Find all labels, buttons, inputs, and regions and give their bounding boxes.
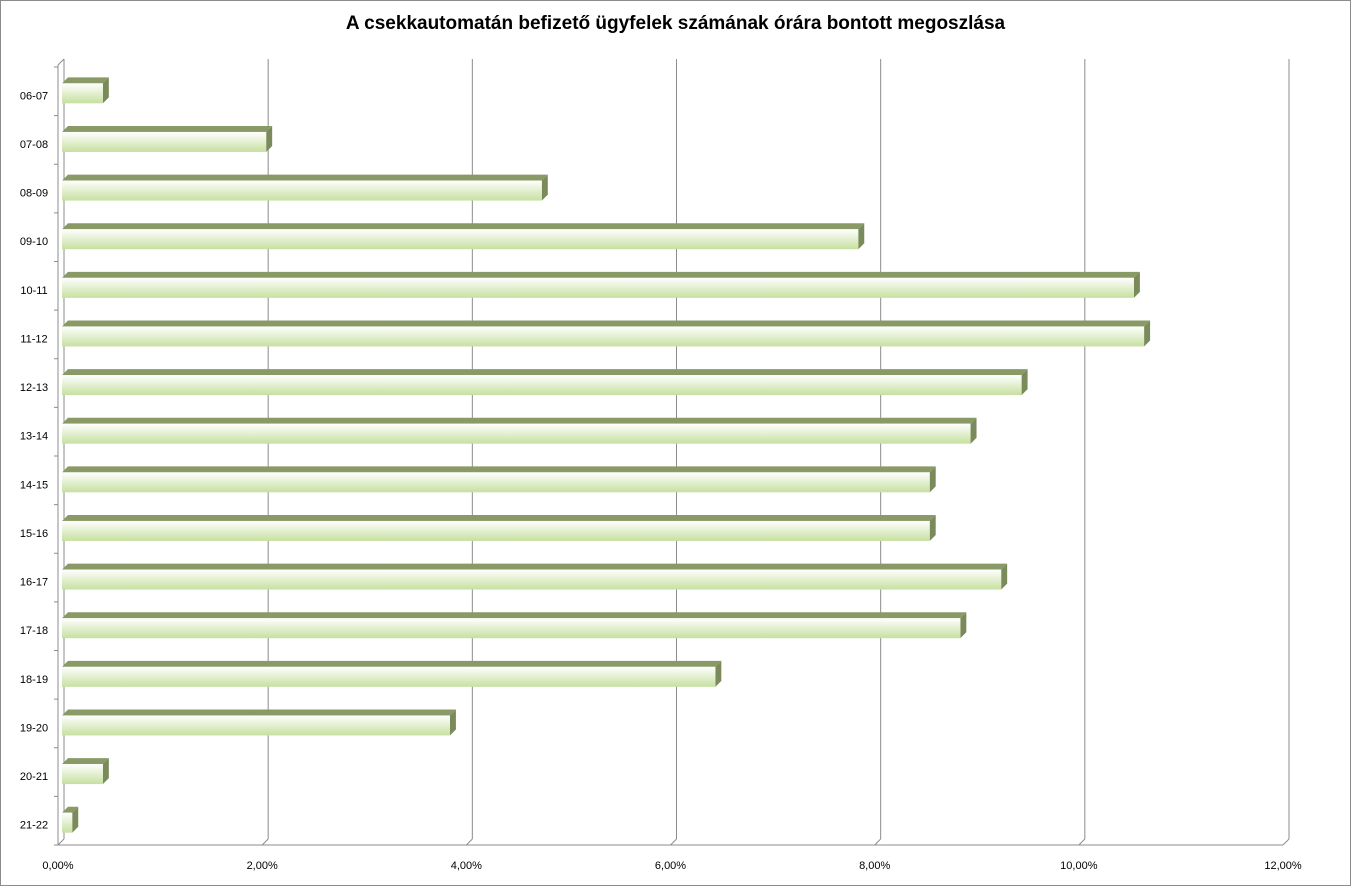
bar xyxy=(62,125,273,152)
bar-side-face xyxy=(960,612,967,639)
bar-side-face xyxy=(541,174,548,201)
bar-side-face xyxy=(1001,563,1008,590)
y-tick-label: 09-10 xyxy=(20,236,48,248)
gridline-floor xyxy=(1078,838,1086,846)
y-tick-label: 14-15 xyxy=(20,479,48,491)
bar-top-face xyxy=(62,320,1151,327)
bar-front-face xyxy=(62,131,267,152)
bar-top-face xyxy=(62,417,977,424)
bar xyxy=(62,758,109,785)
bar-top-face xyxy=(62,77,109,84)
bar xyxy=(62,320,1151,347)
bar-front-face xyxy=(62,569,1002,590)
bar-top-face xyxy=(62,709,456,716)
bar-side-face xyxy=(970,417,977,444)
y-tick-label: 16-17 xyxy=(20,577,48,589)
y-tick-label: 10-11 xyxy=(20,285,47,297)
bar-side-face xyxy=(1021,369,1028,396)
bar xyxy=(62,77,109,104)
bar xyxy=(62,612,967,639)
chart-title: A csekkautomatán befizető ügyfelek számá… xyxy=(345,13,1006,34)
bar-side-face xyxy=(858,223,865,250)
y-tick-label: 19-20 xyxy=(20,722,48,734)
x-tick-label: 0,00% xyxy=(42,860,73,872)
bar-top-face xyxy=(62,660,722,667)
gridline-floor xyxy=(670,838,677,846)
y-tick-label: 17-18 xyxy=(20,625,48,637)
x-tick-label: 4,00% xyxy=(451,860,482,872)
bar xyxy=(62,369,1028,396)
x-tick-label: 2,00% xyxy=(247,860,278,872)
gridline-floor xyxy=(1282,838,1290,846)
gridline-floor xyxy=(261,838,269,846)
bar-side-face xyxy=(72,806,79,833)
gridline-floor xyxy=(57,838,65,846)
bar-front-face xyxy=(62,764,103,785)
bar xyxy=(62,271,1140,298)
bar-side-face xyxy=(715,660,722,687)
bar-front-face xyxy=(62,472,930,493)
bar-side-face xyxy=(102,758,109,785)
bar-top-face xyxy=(62,612,967,619)
y-tick-label: 20-21 xyxy=(20,771,48,783)
bar-front-face xyxy=(62,618,961,639)
bar xyxy=(62,514,936,541)
bar xyxy=(62,563,1008,590)
bar-front-face xyxy=(62,375,1022,396)
y-tick-label: 13-14 xyxy=(20,431,48,443)
bar-front-face xyxy=(62,83,103,104)
bar-top-face xyxy=(62,758,109,765)
bar xyxy=(62,417,977,444)
bar-top-face xyxy=(62,806,79,813)
bar xyxy=(62,223,865,250)
bar xyxy=(62,466,936,493)
bar-front-face xyxy=(62,715,450,736)
y-tick-label: 06-07 xyxy=(20,90,48,102)
bar-front-face xyxy=(62,666,716,687)
bar-side-face xyxy=(929,514,936,541)
bar-top-face xyxy=(62,271,1140,278)
gridline-floor xyxy=(874,838,882,846)
bar-front-face xyxy=(62,423,971,444)
bar-side-face xyxy=(449,709,456,736)
bar-top-face xyxy=(62,223,865,230)
bar-front-face xyxy=(62,812,73,833)
bar-top-face xyxy=(62,563,1008,570)
y-tick-label: 08-09 xyxy=(20,188,48,200)
bar xyxy=(62,709,456,736)
x-tick-label: 12,00% xyxy=(1264,860,1302,872)
bar-top-face xyxy=(62,125,273,132)
y-tick-label: 12-13 xyxy=(20,382,48,394)
bar-front-face xyxy=(62,326,1145,347)
bar-side-face xyxy=(266,125,273,152)
bar-top-face xyxy=(62,466,936,473)
y-tick-label: 21-22 xyxy=(20,820,48,832)
x-tick-label: 8,00% xyxy=(859,860,890,872)
bar-side-face xyxy=(929,466,936,493)
bar xyxy=(62,806,79,833)
axis-top-diagonal xyxy=(57,58,65,66)
bar-top-face xyxy=(62,514,936,521)
bar-side-face xyxy=(1144,320,1151,347)
bar-front-face xyxy=(62,277,1134,298)
bar-side-face xyxy=(1133,271,1140,298)
bar-front-face xyxy=(62,180,542,201)
bar xyxy=(62,174,548,201)
bar-top-face xyxy=(62,369,1028,376)
y-tick-label: 15-16 xyxy=(20,528,48,540)
bar-front-face xyxy=(62,229,859,250)
y-tick-label: 07-08 xyxy=(20,139,48,151)
x-tick-label: 6,00% xyxy=(655,860,686,872)
y-tick-label: 11-12 xyxy=(20,333,47,345)
bar xyxy=(62,660,722,687)
bar-front-face xyxy=(62,520,930,541)
bar-side-face xyxy=(102,77,109,104)
gridline-floor xyxy=(465,838,473,846)
x-tick-label: 10,00% xyxy=(1060,860,1098,872)
bar-top-face xyxy=(62,174,548,181)
y-tick-label: 18-19 xyxy=(20,674,48,686)
